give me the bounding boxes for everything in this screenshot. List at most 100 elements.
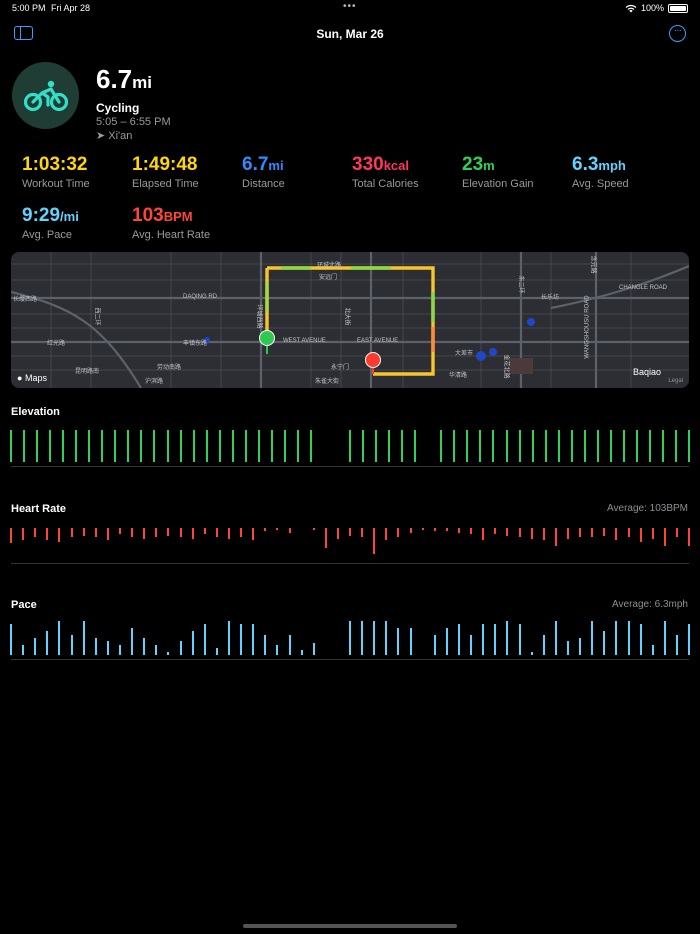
elevation-bar [231,430,234,462]
metric-value: 23m [462,154,495,175]
pace-bar [458,624,460,655]
heart-rate-bar [651,528,654,539]
map-label: 劳动南路 [157,365,182,371]
elevation-bar [179,430,182,462]
elevation-bar [544,430,547,462]
heart-rate-bar [615,528,618,540]
pace-bar [675,634,678,655]
heart-rate-bar [663,528,666,546]
metric-label: Elapsed Time [132,178,199,190]
elevation-title: Elevation [11,406,60,418]
workout-distance: 6.7mi [96,64,152,94]
battery-percent: 100% [640,3,664,13]
map-label: 大差市 [455,351,474,357]
heart-rate-bar [82,528,85,536]
status-date: Fri Apr 28 [51,3,91,13]
elevation-bar [557,430,560,462]
map-label: 东二环 [517,275,524,294]
elevation-bar [23,430,25,462]
metric-label: Avg. Pace [22,229,72,241]
heart-rate-bar [276,528,279,530]
status-right: 100% [625,3,688,13]
more-options-icon[interactable]: ··· [669,25,686,42]
elevation-bar [675,430,677,462]
heart-rate-bar [131,528,134,537]
heart-rate-bar [264,528,267,531]
metric-distance: 6.7mi Distance [242,154,352,190]
heart-rate-bar [385,528,388,540]
pace-bar [615,621,618,655]
elevation-bar [127,430,130,462]
heart-rate-bar [639,528,642,542]
heart-rate-bar [312,528,315,531]
map-label: 红光路 [47,341,66,347]
metric-value: 330kcal [352,154,410,175]
metric-value: 103BPM [132,205,193,226]
workout-time-range: 5:05 – 6:55 PM [96,116,171,128]
navigation-bar: Sun, Mar 26 ··· [0,22,700,46]
heart-rate-bar [542,528,545,540]
elevation-bar [49,430,52,462]
pace-bar [106,641,109,655]
pace-bar [215,648,218,655]
pace-bar [482,624,485,655]
pace-bar [591,621,594,655]
metric-value: 6.7mi [242,154,284,175]
pace-bar [518,624,521,655]
heart-rate-bar [203,528,206,534]
pace-bar [530,651,533,655]
heart-rate-bar [191,528,194,539]
heart-rate-bar [518,528,521,537]
heart-rate-bar [324,528,327,548]
pace-bar [566,641,569,655]
end-pin-stem [372,368,374,374]
heart-rate-title: Heart Rate [11,503,67,515]
heart-rate-bar [70,528,73,537]
route-map[interactable]: DAQING RD WEST AVENUE EAST AVENUE CHANGL… [11,252,689,388]
heart-rate-bar [421,528,424,530]
elevation-bar [244,430,247,462]
heart-rate-bar [349,528,351,536]
start-pin-icon[interactable] [259,330,275,346]
elevation-bar [296,430,299,462]
map-label: 长乐坊 [541,295,560,301]
end-pin-icon[interactable] [365,352,381,368]
heart-rate-bar [409,528,412,533]
map-label: 西二环 [93,307,100,326]
pace-bar [688,624,690,655]
pace-bar [191,631,194,655]
sidebar-toggle-icon[interactable] [14,26,33,40]
pace-bar [155,644,158,655]
heart-rate-bar [554,528,557,546]
pace-average: Average: 6.3mph [612,599,688,610]
status-bar: 5:00 PM Fri Apr 28 ••• 100% [0,0,700,16]
battery-icon [668,3,688,13]
heart-rate-bar [227,528,230,539]
pace-bar [82,621,85,655]
map-label: 朱雀大街 [315,379,340,385]
pace-bar [409,627,412,655]
heart-rate-bar [579,528,581,537]
elevation-bar [414,430,417,462]
heart-rate-bar [22,528,25,540]
home-indicator[interactable] [243,924,457,928]
heart-rate-bar [155,528,158,537]
pace-bar [264,634,267,655]
heart-rate-bar [361,528,364,537]
pace-bar [385,621,388,655]
metric-value: 1:03:32 [22,154,88,175]
elevation-bar [283,430,286,462]
pace-bar [663,621,666,655]
workout-summary: 6.7mi Cycling 5:05 – 6:55 PM ➤ Xi'an [96,64,171,143]
metric-label: Avg. Speed [572,178,629,190]
pace-title: Pace [11,599,37,611]
pace-bar [506,621,509,655]
heart-rate-bar [106,528,109,540]
metric-avg-pace: 9:29/mi Avg. Pace [22,205,132,241]
elevation-bar [518,430,521,462]
map-legal-link[interactable]: Legal [668,378,683,384]
metric-label: Workout Time [22,178,90,190]
elevation-bar [349,430,351,462]
multitasking-dots-icon[interactable]: ••• [343,1,357,12]
heart-rate-bar [252,528,255,540]
